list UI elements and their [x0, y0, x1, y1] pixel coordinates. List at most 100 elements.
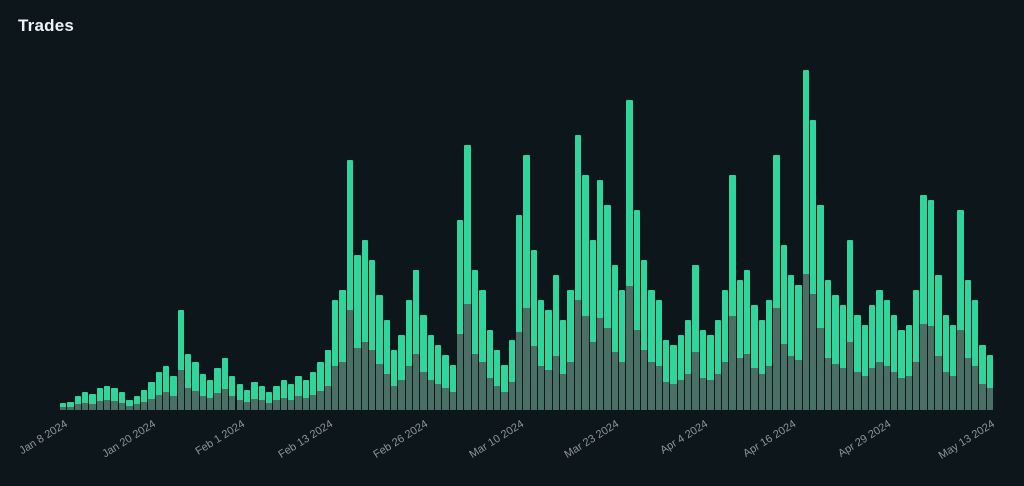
bar[interactable]: [442, 355, 449, 410]
bar[interactable]: [104, 386, 111, 410]
bar[interactable]: [920, 195, 927, 410]
bar[interactable]: [773, 155, 780, 410]
bar[interactable]: [82, 392, 89, 410]
bar[interactable]: [663, 340, 670, 410]
bar[interactable]: [780, 245, 788, 410]
bar[interactable]: [685, 320, 692, 410]
bar[interactable]: [802, 70, 810, 410]
bar[interactable]: [795, 285, 802, 410]
bar[interactable]: [398, 335, 405, 410]
bar[interactable]: [979, 345, 986, 410]
bar[interactable]: [243, 390, 251, 410]
bar[interactable]: [501, 365, 508, 410]
bar[interactable]: [287, 384, 295, 410]
bar[interactable]: [891, 315, 898, 410]
bar[interactable]: [905, 325, 913, 410]
bar[interactable]: [574, 135, 582, 410]
bar[interactable]: [405, 300, 412, 410]
bar[interactable]: [758, 320, 765, 410]
bar[interactable]: [854, 315, 861, 410]
bar[interactable]: [310, 372, 317, 410]
bar[interactable]: [280, 380, 287, 410]
bar[interactable]: [530, 250, 538, 410]
bar[interactable]: [332, 300, 339, 410]
bar[interactable]: [162, 366, 170, 410]
bar[interactable]: [346, 160, 354, 410]
bar[interactable]: [199, 374, 207, 410]
bar[interactable]: [251, 382, 258, 410]
bar[interactable]: [140, 390, 148, 410]
bar[interactable]: [640, 260, 648, 410]
bar[interactable]: [221, 358, 229, 410]
bar[interactable]: [729, 175, 736, 410]
bar[interactable]: [596, 180, 604, 410]
bar[interactable]: [214, 368, 221, 410]
bar[interactable]: [626, 100, 633, 410]
bar[interactable]: [618, 290, 626, 410]
bar[interactable]: [148, 382, 155, 410]
bar[interactable]: [810, 120, 817, 410]
bar[interactable]: [435, 345, 442, 410]
bar[interactable]: [486, 330, 493, 410]
bar[interactable]: [949, 325, 957, 410]
bar[interactable]: [861, 325, 868, 410]
bar[interactable]: [390, 350, 398, 410]
bar[interactable]: [942, 315, 949, 410]
bar[interactable]: [449, 365, 457, 410]
bar[interactable]: [677, 335, 685, 410]
bar[interactable]: [295, 376, 302, 410]
bar[interactable]: [633, 210, 640, 410]
bar[interactable]: [192, 362, 199, 410]
bar[interactable]: [743, 270, 751, 410]
bar[interactable]: [883, 300, 891, 410]
bar[interactable]: [868, 305, 876, 410]
bar[interactable]: [817, 205, 824, 410]
bar[interactable]: [670, 345, 677, 410]
bar[interactable]: [155, 372, 162, 410]
bar[interactable]: [317, 362, 324, 410]
bar[interactable]: [957, 210, 964, 410]
bar[interactable]: [170, 376, 177, 410]
bar[interactable]: [515, 215, 523, 410]
bar[interactable]: [751, 305, 758, 410]
bar[interactable]: [133, 396, 140, 410]
bar[interactable]: [111, 388, 118, 410]
bar[interactable]: [699, 330, 707, 410]
bar[interactable]: [96, 388, 104, 410]
bar[interactable]: [479, 290, 486, 410]
bar[interactable]: [229, 376, 236, 410]
bar[interactable]: [207, 380, 214, 410]
bar[interactable]: [913, 290, 920, 410]
bar[interactable]: [714, 320, 721, 410]
bar[interactable]: [376, 295, 383, 410]
bar[interactable]: [185, 354, 192, 410]
bar[interactable]: [824, 280, 832, 410]
bar[interactable]: [236, 384, 243, 410]
bar[interactable]: [832, 295, 839, 410]
bar[interactable]: [611, 265, 618, 410]
bar[interactable]: [265, 392, 273, 410]
bar[interactable]: [493, 350, 501, 410]
bar[interactable]: [604, 205, 611, 410]
bar[interactable]: [118, 392, 126, 410]
bar[interactable]: [692, 265, 699, 410]
bar[interactable]: [971, 300, 979, 410]
bar[interactable]: [177, 310, 184, 410]
bar[interactable]: [89, 394, 96, 410]
bar[interactable]: [126, 400, 133, 410]
bar[interactable]: [302, 380, 310, 410]
bar[interactable]: [457, 220, 464, 410]
bar[interactable]: [324, 350, 332, 410]
bar[interactable]: [258, 386, 265, 410]
bar[interactable]: [567, 290, 574, 410]
bar[interactable]: [427, 335, 435, 410]
bar[interactable]: [545, 310, 552, 410]
bar[interactable]: [464, 145, 471, 410]
bar[interactable]: [846, 240, 854, 410]
bar[interactable]: [339, 290, 346, 410]
bar[interactable]: [986, 355, 993, 410]
bar[interactable]: [538, 300, 545, 410]
bar[interactable]: [67, 402, 74, 410]
bar[interactable]: [523, 155, 530, 410]
bar[interactable]: [788, 275, 795, 410]
